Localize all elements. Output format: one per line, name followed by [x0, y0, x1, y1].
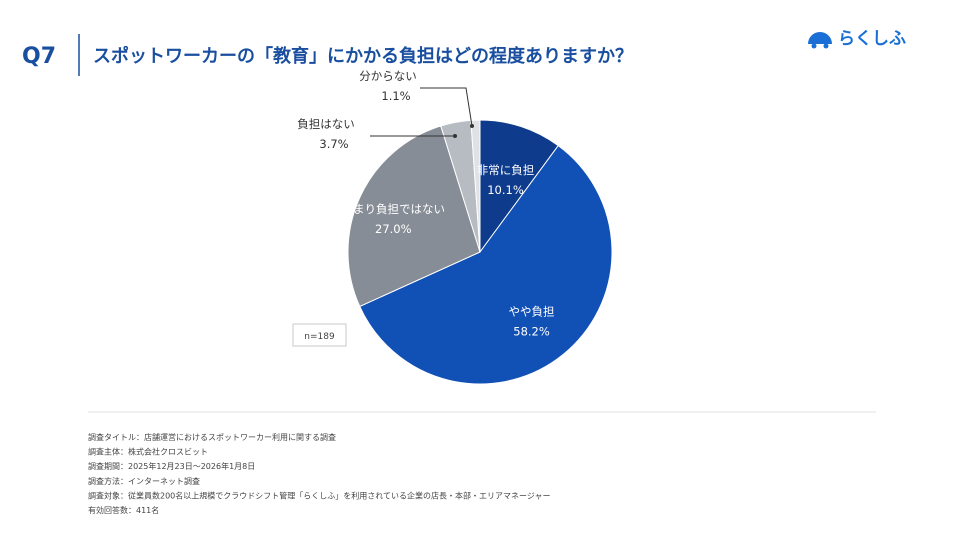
- question-number: Q7: [22, 44, 56, 69]
- sample-size: n=189: [304, 332, 335, 342]
- slice-label: 負担はない: [297, 117, 355, 131]
- notes: 調査タイトル：店舗運営におけるスポットワーカー利用に関する調査調査主体：株式会社…: [88, 432, 550, 515]
- note: 調査方法：インターネット調査: [88, 476, 200, 486]
- note: 調査タイトル：店舗運営におけるスポットワーカー利用に関する調査: [88, 432, 336, 442]
- slice-value: 27.0%: [375, 222, 412, 236]
- slice-value: 1.1%: [381, 89, 410, 103]
- slice-value: 10.1%: [487, 183, 524, 197]
- pie-slice: [359, 144, 613, 385]
- slice-label: あまり負担ではない: [342, 202, 446, 216]
- slice-label: やや負担: [509, 305, 555, 319]
- logo: らくしふ: [808, 29, 906, 49]
- sample-size-box: [292, 323, 347, 347]
- slice-value: 3.7%: [319, 137, 348, 151]
- leader-line: [420, 87, 473, 127]
- slice-label: 分からない: [359, 69, 417, 83]
- pie-slice: [479, 119, 559, 254]
- logo-icon: [808, 32, 832, 44]
- slice-value: 58.2%: [513, 325, 550, 339]
- note: 調査主体：株式会社クロスビット: [88, 447, 208, 457]
- pie-chart: 非常に負担 10.1% やや負担 58.2% あまり負担ではない 27.0% 負担はない 3.…: [297, 69, 613, 385]
- logo-icon-foot: [811, 43, 817, 49]
- note: 調査期間：2025年12月23日〜2026年1月8日: [88, 461, 255, 471]
- slice-label: 非常に負担: [477, 163, 535, 177]
- logo-icon-foot: [823, 43, 829, 49]
- note: 有効回答数：411名: [88, 505, 159, 515]
- note: 調査対象：従業員数200名以上規模でクラウドシフト管理「らくしふ」を利用されてい…: [88, 490, 550, 500]
- leader-dot: [453, 134, 457, 138]
- question-title: スポットワーカーの「教育」にかかる負担はどの程度ありますか？: [93, 45, 633, 67]
- logo-text: らくしふ: [838, 29, 906, 49]
- leader-dot: [470, 124, 474, 128]
